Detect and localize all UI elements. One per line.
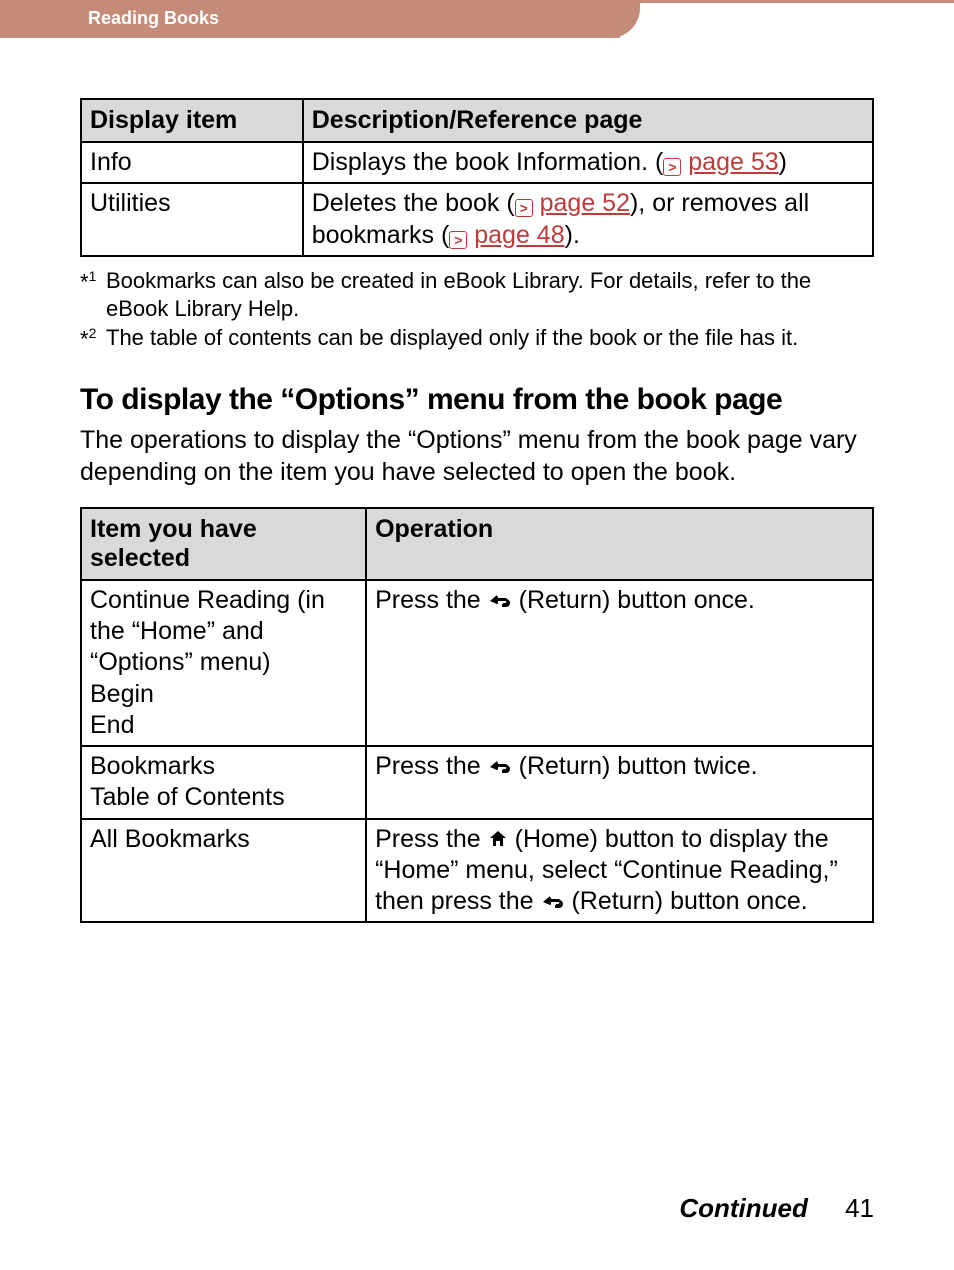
desc-text: ) [779, 148, 787, 176]
desc-text: Deletes the book ( [312, 189, 515, 217]
header-bar: Reading Books [0, 0, 954, 38]
page-link[interactable]: page 48 [474, 221, 564, 249]
footnote: *2 The table of contents can be displaye… [80, 324, 874, 354]
table-header: Description/Reference page [303, 99, 873, 142]
operation-cell: Press the (Return) button twice. [366, 746, 873, 819]
table-header-row: Display item Description/Reference page [81, 99, 873, 142]
op-text: (Return) button twice. [512, 752, 758, 780]
section-heading: To display the “Options” menu from the b… [80, 382, 874, 418]
operation-cell: Press the (Return) button once. [366, 580, 873, 746]
footnote: *1 Bookmarks can also be created in eBoo… [80, 267, 874, 324]
footnote-text: The table of contents can be displayed o… [106, 324, 798, 354]
table-row: Utilities Deletes the book (> page 52), … [81, 183, 873, 256]
op-text: Press the [375, 825, 488, 853]
op-text: (Return) button once. [565, 887, 808, 915]
return-icon [488, 592, 512, 610]
page-link[interactable]: page 53 [688, 148, 778, 176]
table-row: Continue Reading (in the “Home” and “Opt… [81, 580, 873, 746]
desc-text: Displays the book Information. ( [312, 148, 664, 176]
page-link[interactable]: page 52 [540, 189, 630, 217]
footnote-text: Bookmarks can also be created in eBook L… [106, 267, 874, 324]
op-text: (Return) button once. [512, 586, 755, 614]
section-body: The operations to display the “Options” … [80, 424, 874, 489]
page-footer: Continued 41 [679, 1193, 874, 1224]
page-ref-icon[interactable]: > [449, 231, 467, 249]
item-selected-cell: Bookmarks Table of Contents [81, 746, 366, 819]
operation-table: Item you have selected Operation Continu… [80, 507, 874, 924]
header-curve [600, 0, 640, 38]
item-selected-cell: All Bookmarks [81, 819, 366, 923]
footnote-mark: *2 [80, 324, 106, 354]
page-ref-icon[interactable]: > [515, 199, 533, 217]
table-header-row: Item you have selected Operation [81, 508, 873, 580]
footnotes: *1 Bookmarks can also be created in eBoo… [80, 267, 874, 354]
return-icon [541, 893, 565, 911]
description-cell: Deletes the book (> page 52), or removes… [303, 183, 873, 256]
section-title: Reading Books [88, 8, 219, 29]
item-selected-cell: Continue Reading (in the “Home” and “Opt… [81, 580, 366, 746]
footnote-mark: *1 [80, 267, 106, 324]
operation-cell: Press the (Home) button to display the “… [366, 819, 873, 923]
display-item-cell: Info [81, 142, 303, 183]
home-icon [488, 829, 508, 849]
desc-text: ). [565, 221, 580, 249]
continued-label: Continued [679, 1193, 808, 1223]
table-header: Operation [366, 508, 873, 580]
display-item-cell: Utilities [81, 183, 303, 256]
op-text: Press the [375, 586, 488, 614]
table-row: Bookmarks Table of ContentsPress the (Re… [81, 746, 873, 819]
description-cell: Displays the book Information. (> page 5… [303, 142, 873, 183]
table-header: Item you have selected [81, 508, 366, 580]
page-ref-icon[interactable]: > [663, 158, 681, 176]
table-row: Info Displays the book Information. (> p… [81, 142, 873, 183]
table-header: Display item [81, 99, 303, 142]
table-row: All BookmarksPress the (Home) button to … [81, 819, 873, 923]
header-line [620, 0, 954, 3]
display-item-table: Display item Description/Reference page … [80, 98, 874, 257]
op-text: Press the [375, 752, 488, 780]
page-content: Display item Description/Reference page … [0, 38, 954, 923]
page-number: 41 [845, 1193, 874, 1223]
return-icon [488, 758, 512, 776]
